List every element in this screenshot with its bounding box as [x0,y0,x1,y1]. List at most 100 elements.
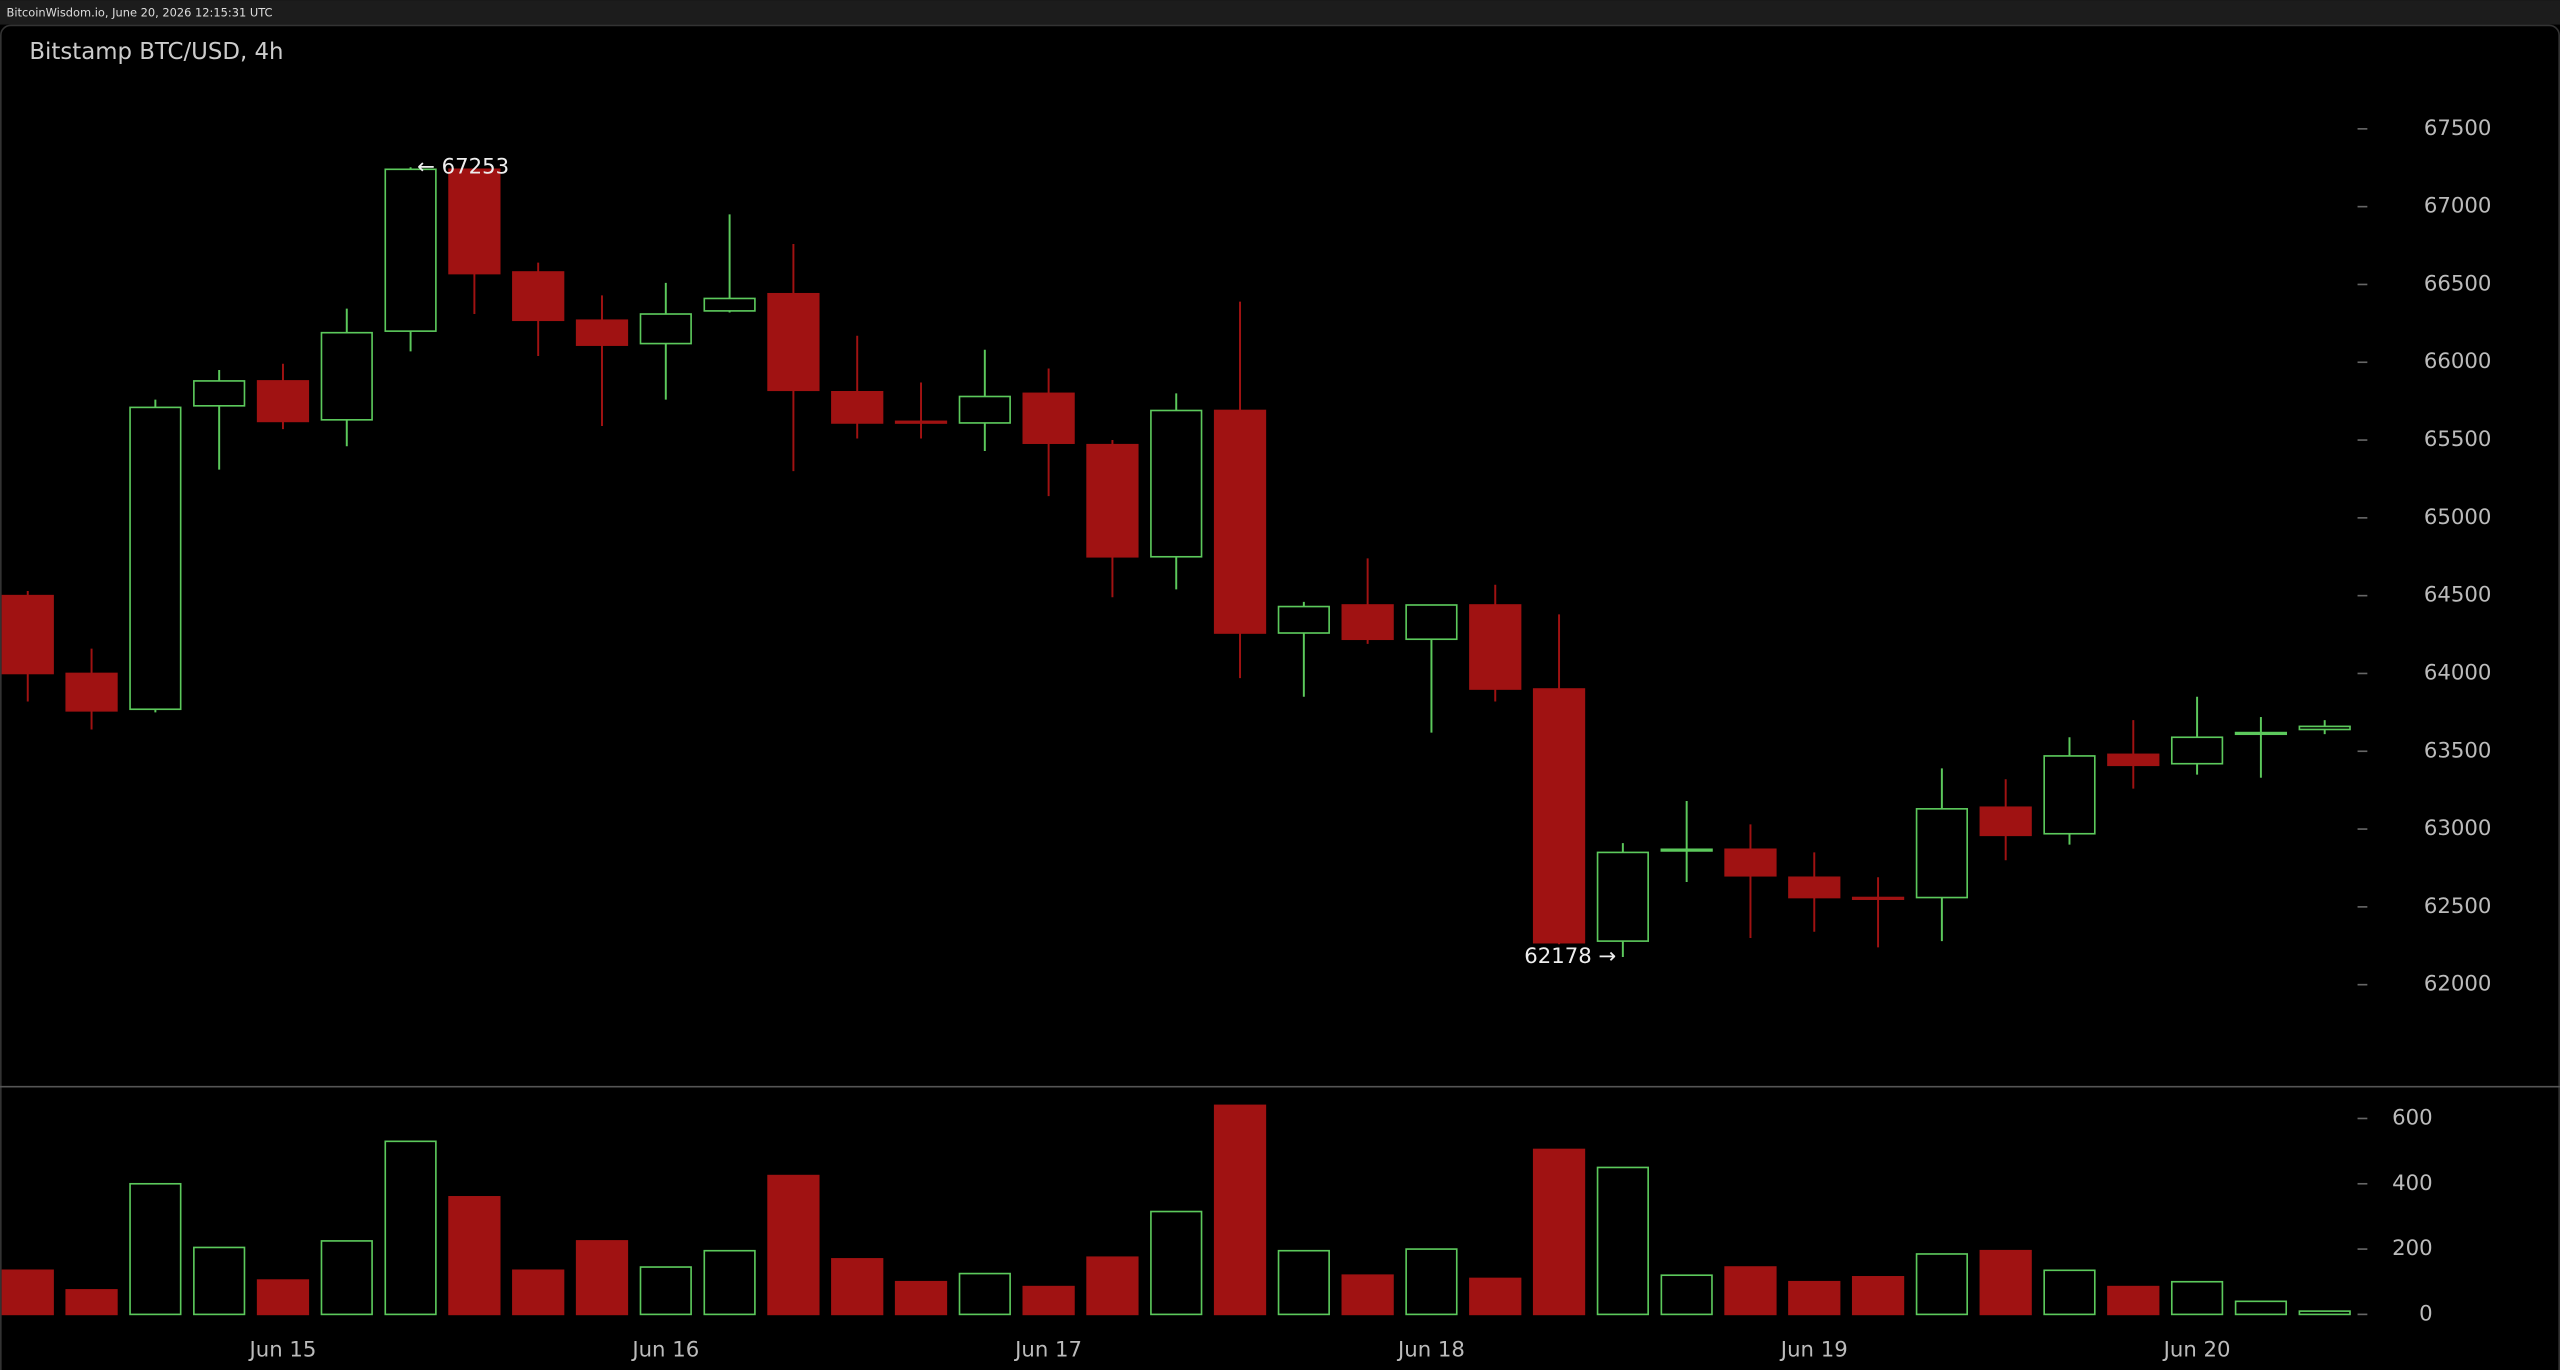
volume-bar [129,1182,182,1316]
x-tick-label: Jun 17 [1013,1337,1082,1362]
volume-bar [65,1289,118,1316]
volume-bar [512,1269,565,1316]
chart-frame [0,24,2560,1370]
volume-bar [2107,1285,2160,1316]
volume-bar [1532,1148,1586,1316]
volume-bar [1213,1104,1267,1316]
volume-bar [1022,1285,1075,1316]
volume-bar [1788,1280,1841,1316]
header-text: BitcoinWisdom.io, June 20, 2026 12:15:31… [7,6,273,20]
candle-body [1788,876,1841,899]
x-tick-label: Jun 15 [248,1337,317,1362]
volume-bar [1979,1249,2032,1316]
candle-body [1596,851,1649,942]
volume-bar [831,1258,884,1316]
volume-bar [1086,1256,1139,1316]
volume-bar [703,1249,756,1316]
x-tick-label: Jun 18 [1396,1337,1465,1362]
volume-bar [1724,1266,1777,1316]
y-tick-label: 65500 [2424,427,2492,452]
volume-bar [1660,1274,1713,1316]
x-tick-label: Jun 19 [1779,1337,1848,1362]
candle-body [1660,848,1713,852]
candle-body [384,168,437,332]
candle-body [320,331,373,421]
volume-bar [1405,1248,1458,1316]
candle-body [256,380,310,423]
volume-bar [1,1269,54,1316]
y-tick-label: 64000 [2424,660,2492,685]
candle-body [129,406,182,711]
y-tick-label: 63000 [2424,816,2492,841]
volume-bar [1851,1276,1905,1316]
y-tick-label: 62000 [2424,972,2492,997]
candle-body [1213,409,1267,634]
candle-body [894,420,948,424]
candle-body [2234,731,2288,736]
candle-body [65,672,118,712]
volume-bar [1341,1274,1394,1316]
y-tick-label: 66000 [2424,349,2492,374]
low-annotation: 62178 → [1524,944,1616,969]
candle-body [1022,392,1075,444]
candle-body [448,168,501,275]
candle-body [1979,806,2032,837]
candle-body [1086,443,1139,558]
volume-tick-label: 600 [2392,1105,2433,1130]
candle-body [2043,755,2096,835]
volume-bar [639,1266,692,1316]
candle-body [1532,688,1586,944]
candle-body [1,594,54,675]
candle-body [958,395,1011,424]
candle-body [767,292,820,392]
y-tick-label: 63500 [2424,738,2492,763]
plot: 62000 62500 63000 63500 64000 64500 65000 65500… [1,116,2492,1362]
volume-bar [894,1280,948,1316]
volume-bar [1277,1249,1330,1316]
candle-body [512,271,565,322]
candle-body [703,297,756,312]
volume-bar [448,1196,501,1316]
chart-title: Bitstamp BTC/USD, 4h [29,39,283,65]
top-bar [0,0,2560,25]
volume-bar [256,1279,310,1316]
volume-tick-label: 200 [2392,1236,2433,1261]
candle-body [639,313,692,345]
volume-tick-label: 0 [2419,1301,2433,1326]
candle-body [831,391,884,424]
candle-body [1150,409,1203,558]
volume-bar [767,1174,820,1316]
volume-bar [2170,1280,2224,1316]
volume-bar [384,1140,437,1316]
y-tick-label: 65000 [2424,505,2492,530]
y-tick-label: 67000 [2424,194,2492,219]
candle-body [1915,808,1969,899]
volume-bar [958,1272,1011,1316]
candle-body [1405,604,1458,641]
volume-bar [193,1246,246,1316]
candle-body [1277,605,1330,634]
candle-body [2298,725,2351,731]
volume-bar [320,1240,373,1316]
candle-body [1724,848,1777,877]
candle-body [2107,753,2160,767]
x-tick-label: Jun 20 [2162,1337,2231,1362]
volume-bar [1150,1210,1203,1316]
x-tick-label: Jun 16 [630,1337,699,1362]
volume-tick-label: 400 [2392,1171,2433,1196]
candle-body [1851,896,1905,900]
volume-bar [1915,1253,1969,1316]
candle-body [1469,604,1522,690]
candle-body [2170,736,2224,765]
candle-body [193,380,246,407]
volume-bar [1469,1277,1522,1316]
y-tick-label: 62500 [2424,894,2492,919]
high-annotation: ← 67253 [417,154,509,179]
y-tick-label: 66500 [2424,271,2492,296]
y-tick-label: 67500 [2424,116,2492,141]
volume-bar [1596,1166,1649,1316]
volume-bar [575,1240,629,1316]
candle-body [575,319,629,346]
